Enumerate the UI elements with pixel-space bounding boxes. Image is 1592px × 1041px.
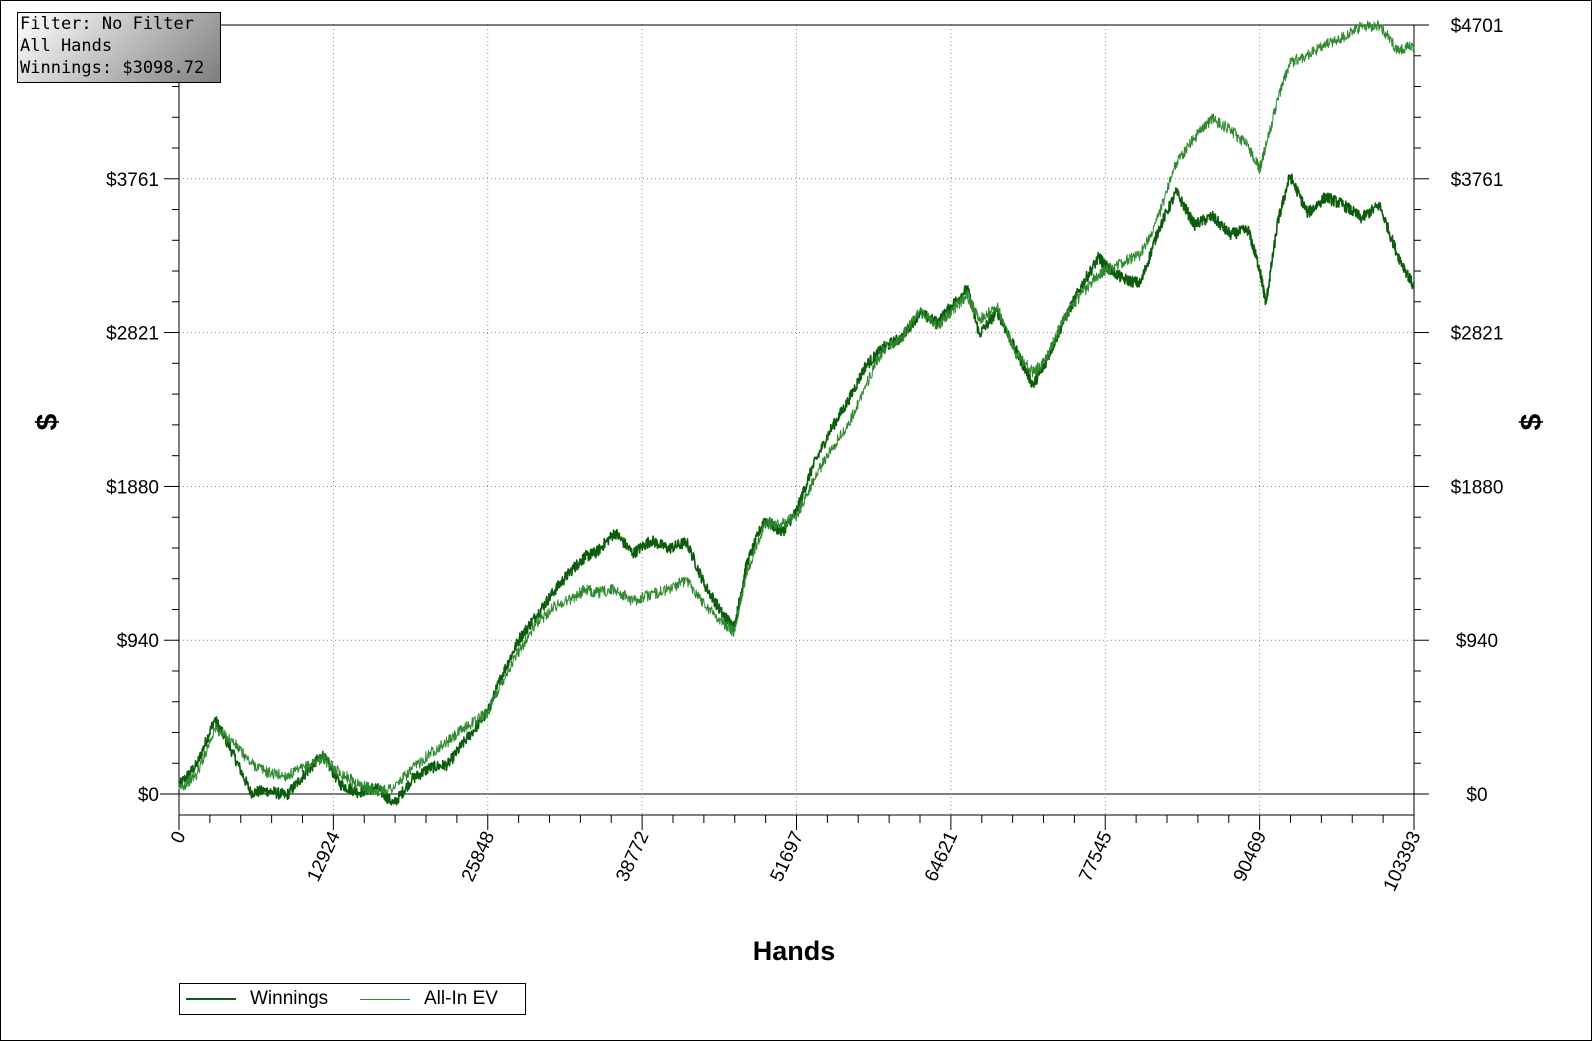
series-line-winnings bbox=[178, 173, 1415, 806]
chart-legend: Winnings All-In EV bbox=[179, 983, 526, 1015]
winnings-total-text: Winnings: $3098.72 bbox=[20, 58, 205, 78]
legend-label-allin-ev: All-In EV bbox=[424, 988, 498, 1009]
y-tick-label-right: $3761 bbox=[1451, 170, 1504, 191]
legend-label-winnings: Winnings bbox=[250, 988, 329, 1009]
y-tick-label-left: $3761 bbox=[106, 170, 159, 191]
y-tick-label-left: $0 bbox=[138, 785, 159, 806]
x-axis-label: Hands bbox=[753, 936, 836, 966]
series-line-allin-ev bbox=[178, 20, 1415, 797]
y-tick-label-right: $940 bbox=[1456, 631, 1498, 652]
series bbox=[178, 20, 1415, 806]
y-axis-label-right: $ bbox=[1515, 413, 1548, 430]
y-tick-label-left: $2821 bbox=[106, 324, 159, 345]
y-tick-label-left: $1880 bbox=[106, 477, 159, 498]
legend-swatch-allin-ev bbox=[360, 998, 410, 1000]
y-tick-label-right: $0 bbox=[1466, 785, 1487, 806]
hands-filter-text: All Hands bbox=[20, 36, 113, 56]
filter-info-box: Filter: No Filter All Hands Winnings: $3… bbox=[17, 12, 221, 83]
legend-item-winnings: Winnings bbox=[186, 984, 328, 1014]
y-tick-label-left: $940 bbox=[117, 631, 159, 652]
filter-text: Filter: No Filter bbox=[20, 14, 194, 34]
legend-item-allin-ev: All-In EV bbox=[360, 984, 498, 1014]
y-axis-label-left: $ bbox=[31, 413, 64, 430]
y-tick-label-right: $2821 bbox=[1451, 324, 1504, 345]
y-tick-label-right: $1880 bbox=[1451, 477, 1504, 498]
y-tick-label-right: $4701 bbox=[1451, 16, 1504, 37]
axes bbox=[164, 24, 1429, 830]
legend-swatch-winnings bbox=[186, 998, 236, 1000]
